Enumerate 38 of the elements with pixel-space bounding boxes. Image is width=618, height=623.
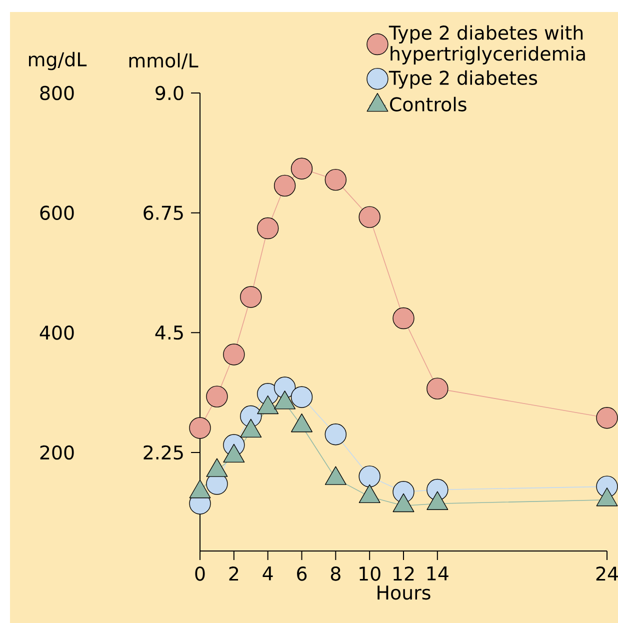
x-axis-title: Hours <box>378 586 430 600</box>
x-tick-label: 10 <box>360 566 380 581</box>
legend-label: Type 2 diabetes with hypertriglyceridemia <box>388 25 585 64</box>
point <box>596 407 618 429</box>
point <box>274 174 296 197</box>
y2-axis-title: mg/dL <box>29 52 87 70</box>
x-tick-label: 2 <box>229 566 238 581</box>
point <box>290 386 313 408</box>
y-axis-title: mmol/L <box>129 52 198 70</box>
point <box>189 417 211 439</box>
point <box>256 217 279 240</box>
legend-label: Type 2 diabetes <box>388 70 538 89</box>
y2-tick-label: 200 <box>40 445 74 460</box>
point <box>426 378 448 400</box>
point <box>223 344 245 366</box>
x-tick-label: 8 <box>330 566 340 581</box>
x-tick-label: 6 <box>297 566 307 581</box>
point <box>324 424 347 446</box>
point <box>290 158 313 180</box>
point <box>358 466 380 488</box>
x-tick-label: 12 <box>394 566 414 581</box>
legend-label: Controls <box>390 96 466 112</box>
y-tick-label: 6.75 <box>144 206 183 220</box>
y-tick-label: 9.0 <box>156 86 184 100</box>
point <box>240 286 262 308</box>
point <box>358 206 380 228</box>
x-tick-label: 4 <box>262 566 273 580</box>
x-tick-label: 0 <box>195 566 205 581</box>
x-tick-label: 14 <box>427 566 448 580</box>
y-tick-label: 2.25 <box>144 445 183 460</box>
point <box>392 307 414 330</box>
y2-tick-label: 600 <box>40 206 74 220</box>
y2-tick-label: 800 <box>40 86 74 100</box>
y-tick-label: 4.5 <box>155 326 183 340</box>
point <box>324 168 347 191</box>
y2-tick-label: 400 <box>40 326 74 340</box>
point <box>206 386 228 408</box>
x-tick-label: 24 <box>596 566 618 581</box>
